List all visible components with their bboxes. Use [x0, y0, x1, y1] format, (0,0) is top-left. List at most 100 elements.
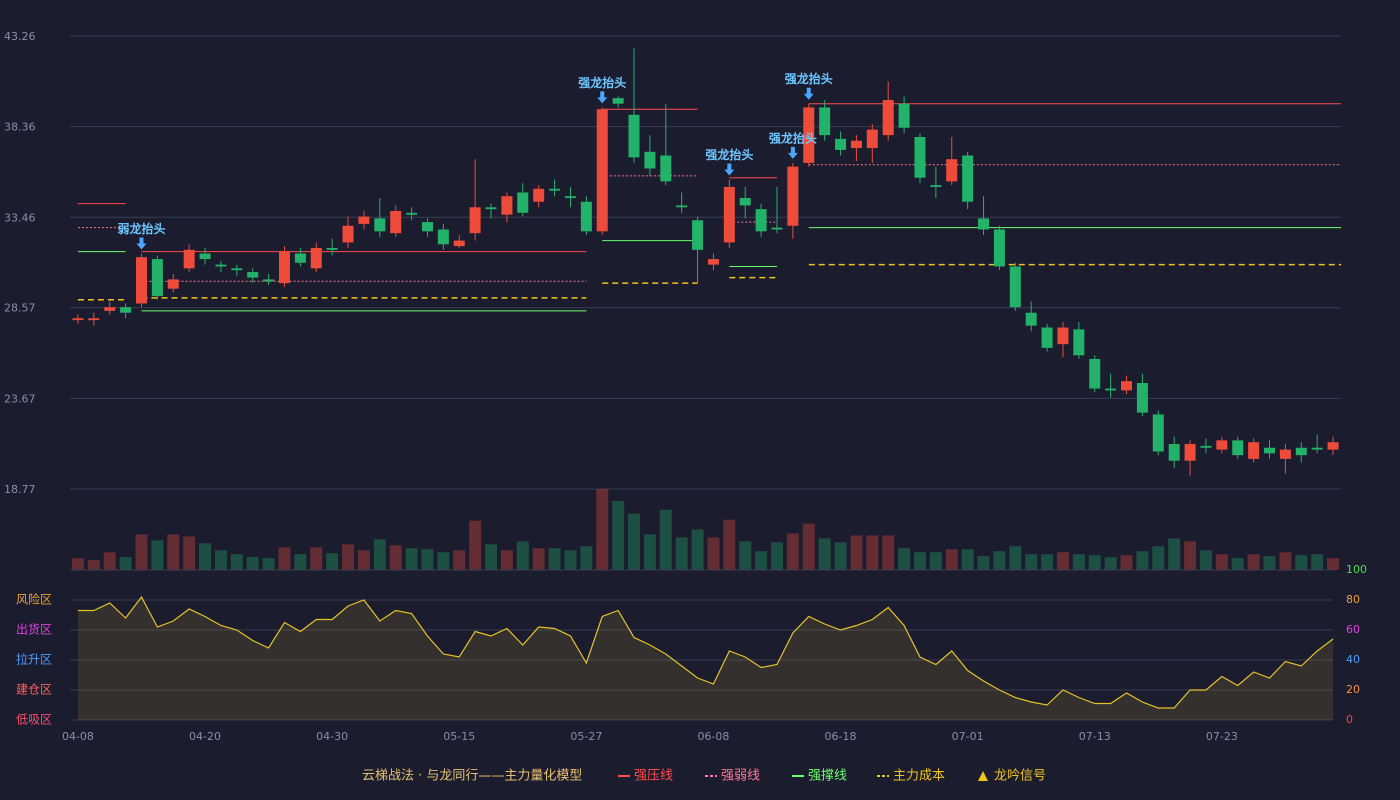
candle-body [946, 159, 958, 182]
volume-bar [770, 542, 783, 570]
x-tick-label: 04-30 [316, 730, 348, 743]
candle-body [374, 218, 386, 232]
y-tick-label: 38.36 [4, 121, 36, 134]
volume-bar [707, 537, 720, 570]
candle-body [231, 268, 243, 271]
candle-body [707, 259, 719, 265]
signal-arrow [597, 91, 608, 104]
candle-body [803, 107, 815, 163]
signal-arrow [787, 146, 798, 159]
candle-body [485, 207, 497, 210]
volume-bar [1072, 554, 1085, 570]
candle-body [1295, 447, 1307, 456]
legend-title: 云梯战法 · 与龙同行——主力量化模型 [362, 769, 582, 784]
volume-bar [1025, 554, 1038, 570]
volume-bar [103, 552, 116, 570]
volume-bar [993, 551, 1006, 570]
zone-label: 拉升区 [16, 652, 52, 667]
x-tick-label: 05-27 [570, 730, 602, 743]
candle-body [1057, 327, 1069, 345]
volume-bar [1088, 555, 1101, 570]
candle-body [1136, 383, 1148, 413]
legend-label: 强压线 [634, 769, 673, 784]
candle-body [1248, 442, 1260, 459]
volume-bar [755, 551, 768, 570]
x-tick-label: 06-18 [825, 730, 857, 743]
legend-swatch [978, 771, 988, 781]
osc-tick-label: 80 [1346, 593, 1360, 606]
candle-body [1121, 381, 1133, 391]
candle-body [962, 155, 974, 202]
candle-body [390, 210, 402, 234]
volume-bar [834, 542, 847, 570]
candle-body [596, 109, 608, 232]
candle-body [1041, 327, 1053, 348]
candle-body [421, 222, 433, 232]
volume-bar [1247, 554, 1260, 570]
volume-bar [548, 548, 561, 570]
volume-bar [580, 546, 593, 570]
signal-arrow [803, 87, 814, 100]
candle-body [993, 229, 1005, 267]
x-tick-label: 07-13 [1079, 730, 1111, 743]
volume-bar [342, 544, 355, 570]
volume-bar [675, 537, 688, 570]
volume-bar [691, 529, 704, 570]
candle-body [1152, 414, 1164, 452]
volume-bar [1184, 541, 1197, 570]
legend-label: 强撑线 [808, 769, 847, 784]
candle-body [930, 185, 942, 187]
volume-bar [516, 541, 529, 570]
candle-body [850, 140, 862, 149]
candle-body [1279, 449, 1291, 459]
volume-bar [421, 549, 434, 570]
legend-label: 强弱线 [721, 769, 760, 784]
volume-bar [1231, 558, 1244, 570]
candle-body [564, 196, 576, 199]
candle-body [199, 253, 211, 260]
candle-body [644, 151, 656, 169]
volume-bar [246, 557, 259, 570]
candle-body [72, 318, 84, 321]
candle-body [1073, 329, 1085, 356]
candle-body [835, 138, 847, 150]
signal-label: 弱龙抬头 [117, 221, 165, 236]
volume-bar [469, 520, 482, 570]
candle-body [215, 264, 227, 267]
candle-body [183, 249, 195, 269]
volume-bar [723, 519, 736, 570]
candle-body [167, 279, 179, 289]
signal-label: 强龙抬头 [785, 71, 833, 86]
candle-body [676, 205, 688, 208]
osc-tick-label: 0 [1346, 713, 1353, 726]
candle-body [358, 216, 370, 224]
signal-label: 强龙抬头 [769, 130, 817, 145]
candle-body [151, 259, 163, 297]
legend-label: 主力成本 [893, 769, 945, 784]
y-tick-label: 23.67 [4, 392, 36, 405]
volume-bar [373, 539, 386, 570]
volume-bar [437, 552, 450, 570]
volume-bar [1009, 546, 1022, 570]
volume-bar [659, 509, 672, 570]
volume-bar [1327, 558, 1340, 570]
candle-body [278, 251, 290, 284]
candle-body [247, 272, 259, 278]
volume-bar [326, 553, 339, 570]
candle-body [755, 209, 767, 232]
volume-bar [898, 548, 911, 570]
volume-bar [628, 513, 641, 570]
x-tick-label: 07-23 [1206, 730, 1238, 743]
candle-body [1311, 447, 1323, 450]
zone-label: 风险区 [16, 592, 52, 607]
candle-body [135, 257, 147, 304]
osc-tick-label: 20 [1346, 683, 1360, 696]
candle-body [104, 307, 116, 311]
volume-bar [882, 535, 895, 570]
candle-body [978, 218, 990, 230]
candle-body [342, 225, 354, 243]
candle-body [310, 247, 322, 269]
candle-body [628, 114, 640, 158]
candle-body [549, 188, 561, 191]
candle-body [326, 247, 338, 250]
